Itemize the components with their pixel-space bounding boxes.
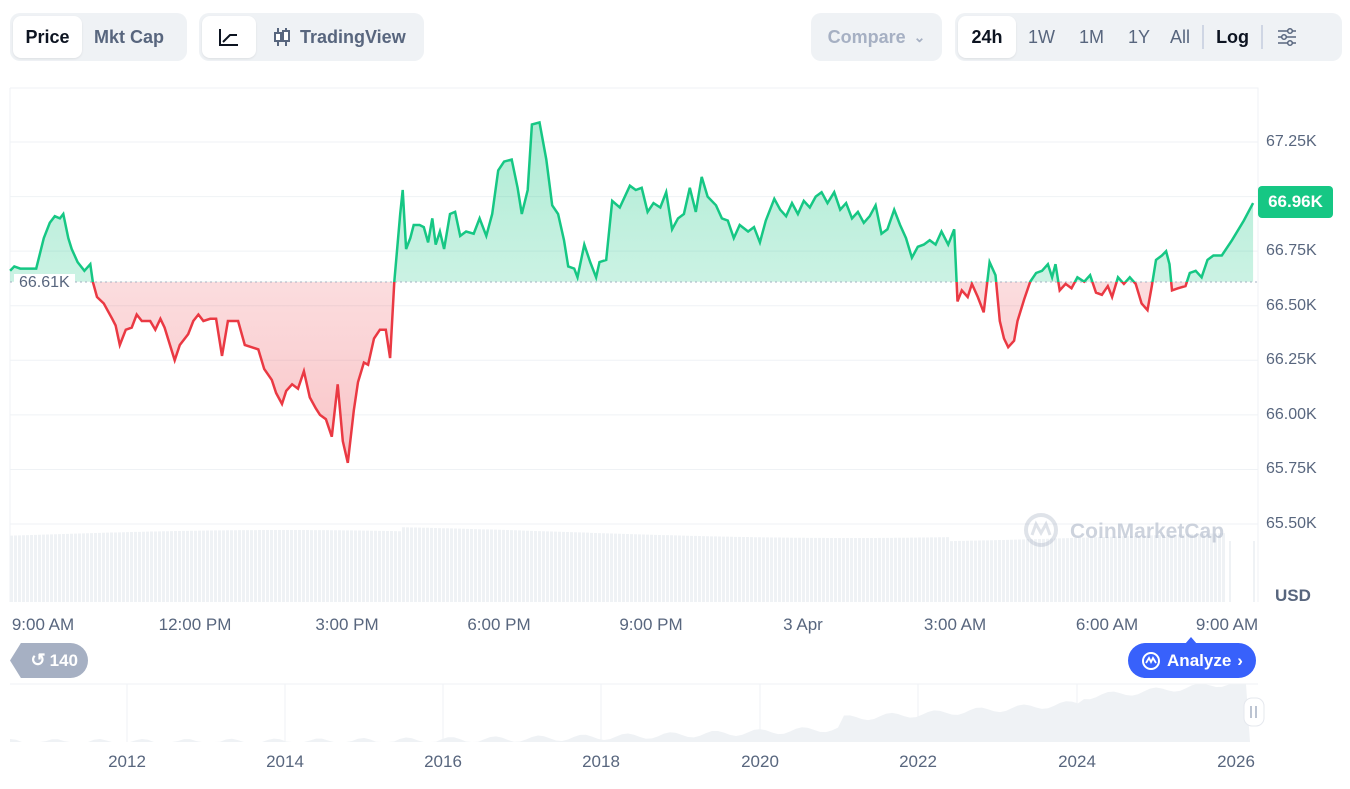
y-tick-label: 67.25K (1266, 133, 1317, 150)
x-tick-label: 6:00 PM (467, 615, 531, 634)
navigator-year-label: 2016 (424, 752, 462, 771)
history-count: 140 (49, 650, 78, 670)
sliders-icon (1278, 27, 1297, 47)
tradingview-label: TradingView (300, 26, 406, 47)
history-badge[interactable]: ↺ 140 (10, 643, 88, 678)
chevron-down-icon: ⌄ (913, 28, 926, 45)
x-tick-label: 3 Apr (783, 615, 823, 634)
price-line-down (91, 282, 1189, 464)
range-1y[interactable]: 1Y (1128, 26, 1151, 47)
area-above-baseline (10, 122, 1254, 282)
analyze-pointer (1185, 637, 1197, 644)
range-1w[interactable]: 1W (1028, 26, 1055, 47)
compare-button-content: Compare ⌄ (814, 16, 939, 58)
navigator[interactable] (10, 683, 1265, 742)
navigator-handle[interactable] (1243, 697, 1265, 727)
x-tick-label: 12:00 PM (158, 615, 232, 634)
range-24h[interactable]: 24h (958, 16, 1016, 58)
plot-border (9, 87, 1259, 602)
candlestick-icon (274, 28, 290, 46)
analyze-label: Analyze (1167, 650, 1232, 670)
volume-bars (10, 527, 1255, 602)
compare-label: Compare (827, 26, 906, 47)
x-tick-label: 3:00 AM (923, 615, 987, 634)
navigator-year-label: 2020 (741, 752, 779, 771)
area-below-baseline (92, 282, 1187, 463)
navigator-year-label: 2018 (582, 752, 620, 771)
y-tick-label: 65.75K (1266, 460, 1317, 478)
line-chart-button[interactable] (202, 16, 256, 58)
tradingview-button[interactable]: TradingView (256, 16, 418, 58)
log-toggle[interactable]: Log (1216, 26, 1250, 47)
navigator-year-label: 2024 (1058, 752, 1096, 771)
current-price-tag: 66.96K (1258, 186, 1333, 218)
y-tick-label: 66.00K (1266, 405, 1317, 423)
navigator-year-label: 2012 (108, 752, 146, 771)
x-tick-label: 9:00 PM (619, 615, 683, 634)
divider (1261, 25, 1264, 49)
cmc-chat-icon (1142, 651, 1161, 670)
chart-type-toggle: TradingView (199, 13, 424, 61)
watermark-text: CoinMarketCap (1070, 520, 1224, 543)
watermark (1024, 513, 1058, 547)
tab-mkt-cap[interactable]: Mkt Cap (94, 26, 165, 47)
y-tick-label: 66.50K (1266, 296, 1317, 314)
x-tick-label: 9:00 AM (11, 615, 75, 634)
x-tick-label: 6:00 AM (1075, 615, 1139, 634)
handle-grip-icon (1250, 706, 1257, 718)
y-tick-label: 66.75K (1266, 242, 1317, 260)
history-icon: ↺ (30, 650, 46, 670)
range-1m[interactable]: 1M (1079, 26, 1105, 47)
x-tick-label: 9:00 AM (1195, 615, 1259, 634)
navigator-year-label: 2022 (899, 752, 937, 771)
chevron-right-icon: › (1237, 650, 1243, 670)
navigator-year-label: 2026 (1217, 752, 1255, 771)
tab-price[interactable]: Price (13, 16, 82, 58)
currency-label: USD (1275, 586, 1311, 605)
y-tick-label: 65.50K (1266, 515, 1317, 533)
analyze-button[interactable]: Analyze › (1128, 637, 1256, 678)
compare-dropdown[interactable]: Compare ⌄ (811, 13, 942, 61)
metric-toggle: Price Mkt Cap (10, 13, 187, 61)
range-all[interactable]: All (1170, 26, 1191, 47)
baseline-label: 66.61K (14, 274, 75, 292)
price-line-up (9, 120, 1255, 282)
navigator-area (10, 684, 1250, 742)
y-tick-label: 66.25K (1266, 351, 1317, 369)
x-tick-label: 3:00 PM (315, 615, 379, 634)
settings-button[interactable] (1267, 16, 1307, 58)
divider (1202, 25, 1205, 49)
line-chart-icon (219, 29, 238, 46)
range-toggle: 24h 1W 1M 1Y All Log (955, 13, 1342, 61)
navigator-year-label: 2014 (266, 752, 304, 771)
